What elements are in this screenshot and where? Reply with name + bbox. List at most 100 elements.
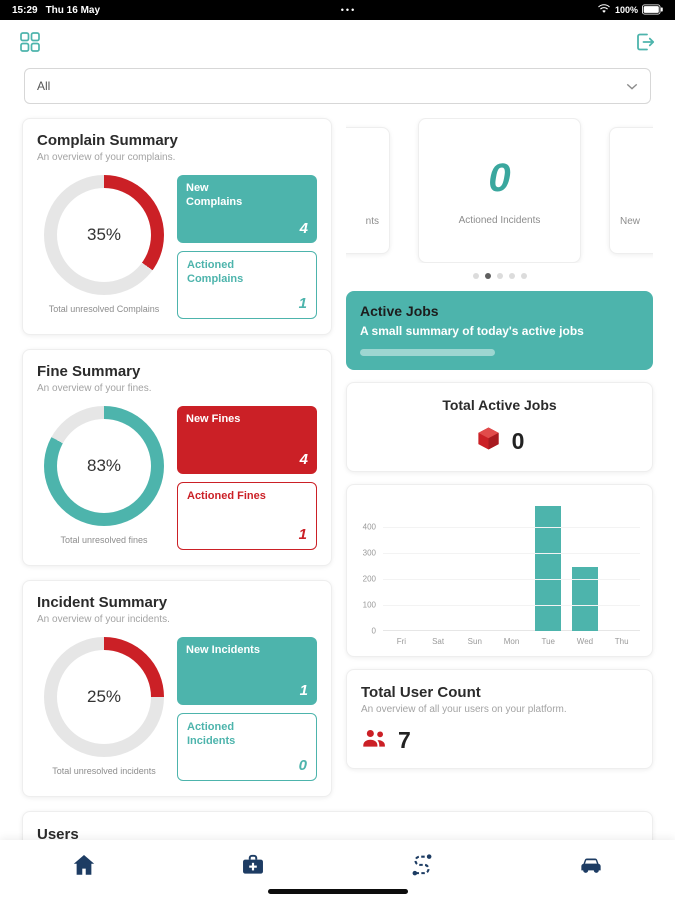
bar-slot-thu <box>603 501 640 631</box>
gridline <box>383 527 640 528</box>
donut-caption: Total unresolved fines <box>60 535 148 545</box>
total-active-jobs-value: 0 <box>511 427 525 454</box>
y-tick-100: 100 <box>362 600 376 610</box>
incident-summary-card: Incident Summary An overview of your inc… <box>22 580 332 797</box>
app-header <box>0 20 675 66</box>
x-label-sat: Sat <box>432 637 445 646</box>
y-tick-300: 300 <box>362 548 376 558</box>
stat-value: 4 <box>299 451 308 468</box>
home-icon <box>71 855 97 881</box>
chart-plot <box>383 501 640 631</box>
stat-label: New Complains <box>186 182 243 208</box>
status-bar: 15:29 Thu 16 May ••• 100% <box>0 0 675 20</box>
actioned-fines-tile: Actioned Fines 1 <box>177 482 317 550</box>
stat-label: Actioned Incidents <box>187 721 236 747</box>
carousel-dot-2[interactable] <box>496 273 503 279</box>
nav-route-button[interactable] <box>385 848 459 885</box>
complain-summary-card: Complain Summary An overview of your com… <box>22 118 332 335</box>
card-subtitle: An overview of your complains. <box>37 152 176 163</box>
carousel-dot-4[interactable] <box>520 273 527 279</box>
dashboard-main: Complain Summary An overview of your com… <box>0 118 675 797</box>
card-title: Incident Summary <box>37 594 168 611</box>
total-active-jobs-card: Total Active Jobs 0 <box>346 382 653 472</box>
x-label-sun: Sun <box>467 637 482 646</box>
donut-percent: 25% <box>86 687 122 706</box>
carousel-card-left-partial[interactable]: nts <box>346 127 390 254</box>
wifi-icon <box>597 4 611 16</box>
bar-wed <box>571 567 598 631</box>
stat-value: 1 <box>299 682 308 699</box>
card-subtitle: An overview of your fines. <box>37 383 152 394</box>
x-label-fri: Fri <box>396 637 407 646</box>
gridline <box>383 553 640 554</box>
total-user-count-value: 7 <box>398 727 411 753</box>
carousel-dots <box>346 273 653 279</box>
active-jobs-progress-bar <box>360 349 495 356</box>
active-jobs-banner: Active Jobs A small summary of today's a… <box>346 291 653 370</box>
detail-column: nts 0 Actioned Incidents New Active Jobs… <box>346 118 653 769</box>
status-date: Thu 16 May <box>45 4 101 16</box>
carousel-dot-0[interactable] <box>472 273 479 279</box>
nav-home-button[interactable] <box>47 848 121 885</box>
total-active-jobs-title: Total Active Jobs <box>442 397 557 413</box>
y-tick-0: 0 <box>371 626 376 636</box>
summary-column: Complain Summary An overview of your com… <box>22 118 332 797</box>
carousel-right-label: New <box>620 216 641 227</box>
logout-button[interactable] <box>629 26 661 61</box>
filter-selected-value: All <box>37 79 51 93</box>
cube-icon <box>475 425 502 457</box>
stats-carousel[interactable]: nts 0 Actioned Incidents New <box>346 118 653 263</box>
carousel-dot-3[interactable] <box>508 273 515 279</box>
filter-dropdown[interactable]: All <box>24 68 651 104</box>
route-icon <box>409 854 435 881</box>
apps-grid-button[interactable] <box>14 26 46 61</box>
carousel-value: 0 <box>488 155 511 200</box>
donut-caption: Total unresolved incidents <box>52 766 156 776</box>
new-fines-tile: New Fines 4 <box>177 406 317 474</box>
carousel-left-label: nts <box>365 216 379 227</box>
active-jobs-title: Active Jobs <box>360 303 439 319</box>
x-label-wed: Wed <box>576 637 594 646</box>
gridline <box>383 605 640 606</box>
stat-label: New Fines <box>186 413 241 425</box>
nav-medical-kit-button[interactable] <box>216 848 290 885</box>
card-subtitle: An overview of your incidents. <box>37 614 170 625</box>
nav-car-button[interactable] <box>554 848 628 885</box>
complain-donut-chart: 35% <box>44 175 164 295</box>
active-jobs-subtitle: A small summary of today's active jobs <box>360 324 584 338</box>
chart-baseline <box>383 630 640 631</box>
donut-percent: 35% <box>86 225 122 244</box>
card-title: Fine Summary <box>37 363 141 380</box>
stat-label: Actioned Complains <box>187 259 244 285</box>
bar-slot-mon <box>493 501 530 631</box>
stat-value: 4 <box>299 220 308 237</box>
total-user-count-subtitle: An overview of all your users on your pl… <box>361 704 567 715</box>
carousel-card-actioned-incidents[interactable]: 0 Actioned Incidents <box>418 118 581 263</box>
stat-label: New Incidents <box>186 644 260 656</box>
carousel-card-right-partial[interactable]: New <box>609 127 653 254</box>
bar-slot-sun <box>456 501 493 631</box>
bar-tue <box>535 506 562 631</box>
car-icon <box>578 858 604 881</box>
x-label-mon: Mon <box>503 637 520 646</box>
x-label-tue: Tue <box>541 637 555 646</box>
actioned-incidents-tile: Actioned Incidents 0 <box>177 713 317 781</box>
actioned-complains-tile: Actioned Complains 1 <box>177 251 317 319</box>
bar-slot-fri <box>383 501 420 631</box>
bar-slot-wed <box>567 501 604 631</box>
gridline <box>383 579 640 580</box>
users-section-title: Users <box>37 826 79 843</box>
stat-value: 1 <box>298 295 307 312</box>
donut-caption: Total unresolved Complains <box>48 304 160 314</box>
stat-value: 1 <box>298 526 307 543</box>
carousel-dot-1[interactable] <box>484 273 491 279</box>
fine-donut-chart: 83% <box>44 406 164 526</box>
home-indicator[interactable] <box>267 889 408 894</box>
status-center-dots: ••• <box>340 5 357 15</box>
donut-percent: 83% <box>86 456 122 475</box>
bar-slot-tue <box>530 501 567 631</box>
chart-bars <box>383 501 640 631</box>
medical-kit-icon <box>240 854 266 881</box>
y-tick-200: 200 <box>362 574 376 584</box>
